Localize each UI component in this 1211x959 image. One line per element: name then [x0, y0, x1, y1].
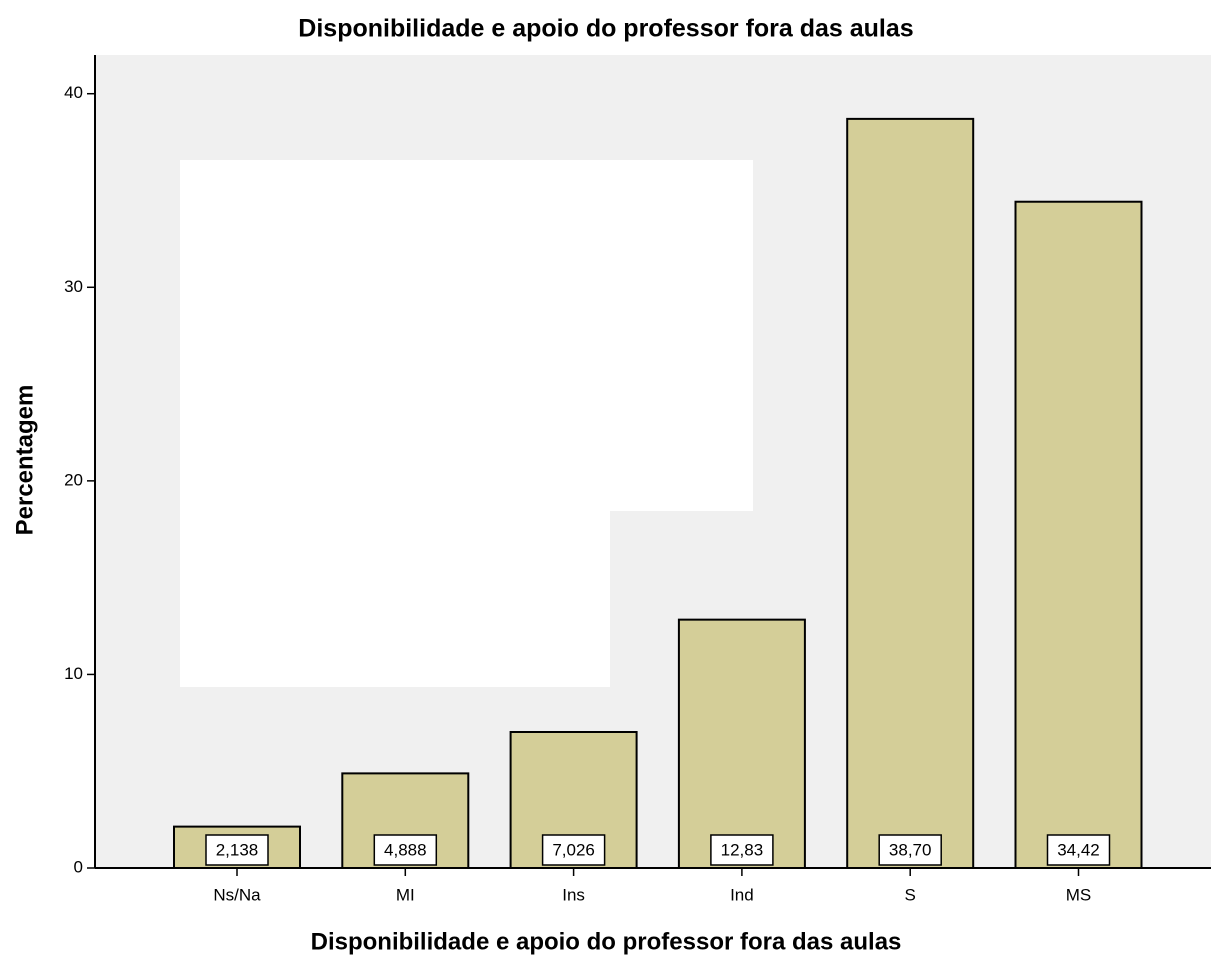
x-tick-label: MS	[1066, 885, 1092, 904]
value-label: 4,888	[384, 840, 427, 859]
occlusion	[180, 160, 753, 687]
chart-title: Disponibilidade e apoio do professor for…	[298, 15, 913, 43]
bar	[846, 117, 975, 869]
value-label-box	[541, 834, 606, 866]
value-label: 38,70	[889, 840, 932, 859]
x-axis-label: Disponibilidade e apoio do professor for…	[311, 928, 902, 955]
y-tick-label: 20	[64, 470, 83, 489]
value-label: 34,42	[1057, 840, 1100, 859]
value-label-box	[1046, 834, 1111, 866]
x-tick-label: Ins	[562, 885, 585, 904]
x-tick-label: S	[905, 885, 916, 904]
bar	[509, 730, 638, 869]
x-tick-label: MI	[396, 885, 415, 904]
y-axis-label: Percentagem	[11, 385, 38, 536]
y-tick-label: 40	[64, 83, 83, 102]
value-label: 12,83	[721, 840, 764, 859]
y-tick-label: 0	[74, 857, 83, 876]
value-label-box	[878, 834, 942, 866]
bar	[677, 618, 806, 869]
value-label-box	[373, 834, 438, 866]
x-tick-label: Ind	[730, 885, 754, 904]
bar	[1014, 200, 1143, 869]
y-tick-label: 30	[64, 277, 83, 296]
value-label-box	[205, 834, 269, 866]
value-label: 2,138	[216, 840, 259, 859]
x-tick-label: Ns/Na	[213, 885, 261, 904]
y-tick-label: 10	[64, 664, 83, 683]
value-label: 7,026	[552, 840, 595, 859]
value-label-box	[710, 834, 774, 866]
